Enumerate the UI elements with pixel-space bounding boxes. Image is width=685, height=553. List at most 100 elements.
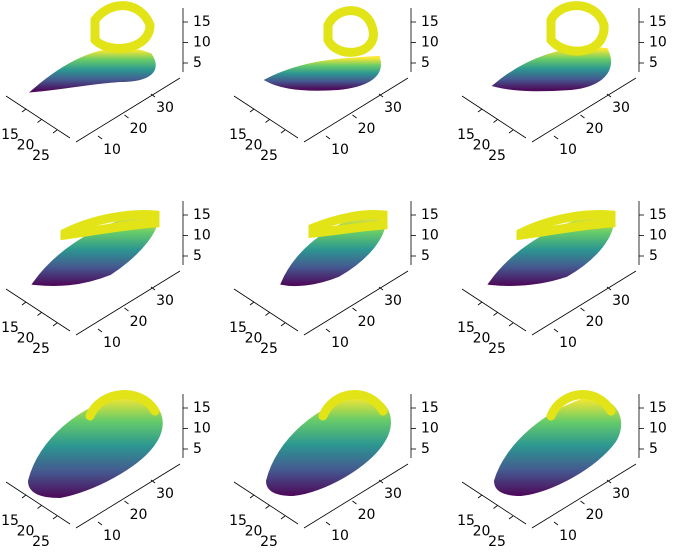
y-tick-label: 10	[559, 528, 577, 544]
surface	[29, 47, 156, 93]
z-tick-label: 10	[649, 35, 667, 51]
x-tick-label: 15	[457, 320, 475, 336]
y-tick-label: 30	[156, 100, 174, 116]
surface-strut	[90, 1, 155, 53]
y-tick	[580, 307, 585, 312]
x-tick	[508, 322, 514, 327]
surface	[31, 212, 158, 286]
y-tick-label: 20	[130, 314, 148, 330]
y-tick	[150, 479, 156, 484]
surface	[265, 393, 391, 497]
x-tick-label: 20	[17, 331, 35, 347]
z-tick-label: 5	[193, 441, 202, 457]
x-tick-label: 25	[260, 148, 278, 164]
y-tick	[580, 114, 585, 119]
x-tick-label: 20	[17, 138, 35, 154]
x-tick-label: 15	[1, 127, 19, 143]
x-tick	[477, 494, 483, 499]
z-tick-label: 5	[649, 441, 658, 457]
axis-line	[233, 394, 412, 529]
surface-strut	[546, 1, 609, 56]
y-tick-label: 30	[384, 100, 402, 116]
z-tick-label: 15	[193, 207, 211, 223]
z-tick-label: 15	[421, 207, 439, 223]
y-tick-label: 10	[103, 142, 121, 158]
x-tick-label: 20	[473, 331, 491, 347]
x-tick-label: 15	[457, 513, 475, 529]
x-tick	[265, 505, 270, 509]
x-tick	[508, 515, 514, 520]
x-tick	[21, 301, 27, 306]
x-tick-label: 15	[229, 320, 247, 336]
x-tick	[508, 129, 514, 134]
y-tick	[124, 500, 129, 505]
y-tick	[325, 521, 331, 526]
y-tick-label: 30	[156, 293, 174, 309]
x-tick-label: 25	[32, 148, 50, 164]
x-tick	[477, 301, 483, 306]
y-tick-label: 10	[103, 335, 121, 351]
y-tick	[606, 93, 612, 98]
y-tick	[378, 286, 384, 291]
x-tick-label: 25	[260, 341, 278, 357]
x-tick	[280, 515, 286, 520]
x-tick	[249, 301, 255, 306]
surface	[487, 212, 614, 287]
y-tick-label: 30	[156, 486, 174, 502]
y-tick	[606, 479, 612, 484]
y-tick-label: 20	[358, 314, 376, 330]
y-tick-label: 30	[612, 486, 630, 502]
surface-strut	[516, 210, 616, 241]
x-tick	[280, 129, 286, 134]
axis-line	[461, 201, 640, 336]
x-tick	[37, 312, 42, 316]
axis-line	[233, 8, 412, 143]
surface	[27, 393, 163, 499]
x-tick	[52, 322, 58, 327]
x-tick-label: 20	[245, 524, 263, 540]
surface-strut	[60, 210, 160, 241]
x-tick-label: 15	[1, 320, 19, 336]
surface	[491, 47, 612, 92]
x-tick	[21, 494, 27, 499]
x-tick-label: 20	[473, 138, 491, 154]
x-tick-label: 25	[488, 534, 506, 550]
y-tick-label: 30	[612, 293, 630, 309]
y-tick	[553, 135, 559, 140]
z-tick-label: 15	[649, 400, 667, 416]
x-tick	[493, 505, 498, 509]
z-tick-label: 10	[193, 421, 211, 437]
z-tick-label: 10	[649, 228, 667, 244]
x-tick-label: 20	[17, 524, 35, 540]
z-tick-label: 10	[421, 228, 439, 244]
x-tick	[37, 505, 42, 509]
x-tick	[493, 312, 498, 316]
x-tick-label: 15	[229, 127, 247, 143]
surface	[263, 55, 381, 91]
y-tick-label: 10	[559, 335, 577, 351]
z-tick-label: 5	[649, 248, 658, 264]
x-tick	[21, 108, 27, 113]
x-tick-label: 20	[473, 524, 491, 540]
axis-line	[5, 8, 184, 143]
y-tick	[150, 286, 156, 291]
axis-line	[5, 201, 184, 336]
z-tick-label: 10	[421, 35, 439, 51]
y-tick-label: 10	[331, 142, 349, 158]
axis-line	[233, 201, 412, 336]
y-tick	[352, 114, 357, 119]
y-tick-label: 20	[130, 121, 148, 137]
x-tick	[37, 119, 42, 123]
y-tick-label: 20	[358, 121, 376, 137]
x-tick	[265, 119, 270, 123]
y-tick	[378, 479, 384, 484]
axis-line	[5, 394, 184, 529]
x-tick-label: 20	[245, 331, 263, 347]
